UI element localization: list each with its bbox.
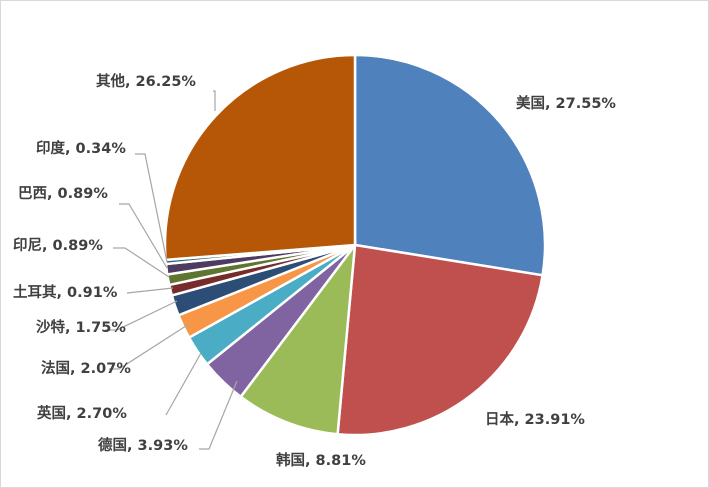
data-label-11: 印度, 0.34% [36, 139, 126, 157]
pie-slice-1 [353, 53, 547, 277]
data-label-10: 巴西, 0.89% [18, 185, 108, 202]
leader-line-9 [113, 247, 170, 278]
leader-line-7 [105, 300, 178, 331]
leader-lines [105, 90, 238, 450]
leader-line-11 [135, 153, 168, 263]
data-label-8: 土耳其, 0.91% [13, 283, 118, 301]
data-label-6: 法国, 2.07% [41, 359, 131, 377]
leader-line-8 [126, 287, 174, 294]
data-label-7: 沙特, 1.75% [36, 318, 126, 336]
leader-line-6 [109, 323, 190, 370]
leader-line-5 [165, 352, 202, 416]
data-label-2: 日本, 23.91% [485, 410, 585, 428]
data-label-5: 英国, 2.70% [37, 404, 127, 422]
pie-slice-2 [336, 243, 545, 437]
pie-slice-3 [238, 240, 357, 436]
data-labels: 美国, 27.55% 日本, 23.91% 韩国, 8.81% 德国, 3.93% 英国… [13, 72, 616, 469]
leader-line-10 [119, 203, 168, 269]
data-label-3: 韩国, 8.81% [276, 451, 366, 469]
pie-slice-12 [163, 53, 357, 262]
leader-line-4 [199, 380, 238, 450]
pie-slices [163, 53, 547, 437]
data-label-4: 德国, 3.93% [98, 436, 188, 454]
data-label-1: 美国, 27.55% [516, 94, 616, 112]
leader-line-12 [213, 90, 216, 111]
data-label-9: 印尼, 0.89% [13, 236, 103, 254]
data-label-12: 其他, 26.25% [96, 72, 196, 90]
